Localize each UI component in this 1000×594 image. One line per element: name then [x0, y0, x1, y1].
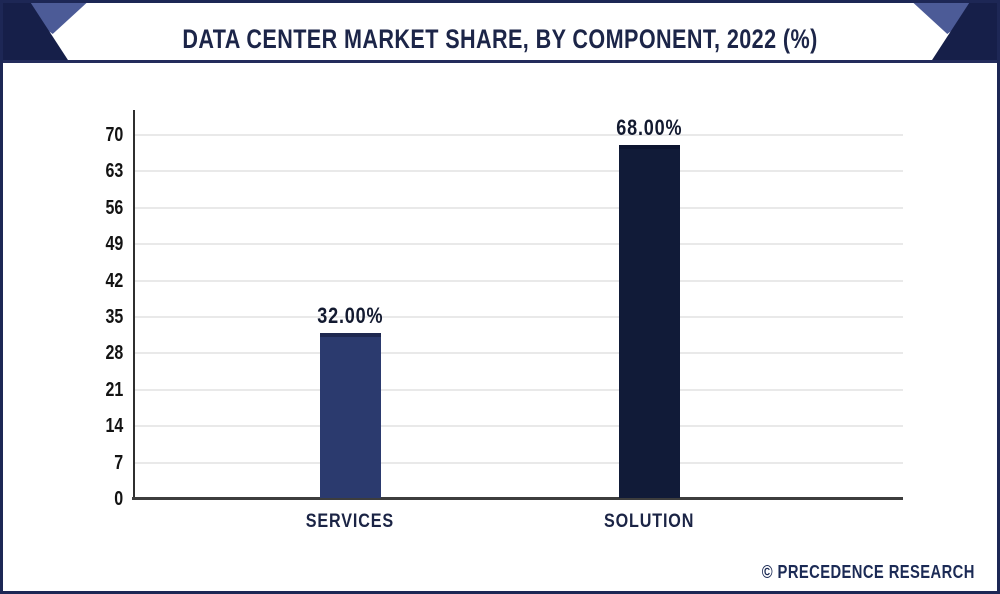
y-tick-label-35: 35	[59, 304, 123, 330]
y-tick-label-7: 7	[59, 450, 123, 476]
gridline-y-7	[134, 461, 903, 464]
gridline-y-70	[134, 134, 903, 136]
y-tick-label-text: 28	[105, 342, 123, 365]
y-tick-label-text: 14	[105, 415, 123, 438]
y-tick-label-56: 56	[59, 195, 123, 221]
y-tick-label-63: 63	[59, 158, 123, 184]
bar-value-label-solution: 68.00%	[579, 115, 719, 141]
y-tick-label-14: 14	[59, 413, 123, 439]
x-category-label-services: SERVICES	[270, 509, 430, 535]
y-tick-label-70: 70	[59, 122, 123, 148]
corner-ornament-right-dark	[931, 3, 997, 61]
chart-title-text: DATA CENTER MARKET SHARE, BY COMPONENT, …	[182, 24, 818, 54]
gridline-y-35	[134, 316, 903, 318]
y-tick-label-49: 49	[59, 231, 123, 257]
bar-services	[319, 332, 381, 498]
y-tick-label-text: 63	[105, 160, 123, 183]
brand-watermark-text: © PRECEDENCE RESEARCH	[761, 562, 975, 582]
gridline-y-49	[134, 243, 903, 246]
bar-value-label-text: 68.00%	[615, 115, 683, 141]
y-axis-line	[133, 110, 135, 500]
gridline-y-21	[134, 388, 903, 391]
bar-solution	[618, 145, 680, 498]
y-tick-label-text: 49	[105, 233, 123, 256]
x-axis-line	[132, 497, 903, 500]
bar-value-label-services: 32.00%	[280, 303, 420, 329]
y-tick-label-text: 70	[105, 124, 123, 146]
y-tick-label-text: 0	[114, 488, 123, 510]
x-category-label-solution: SOLUTION	[569, 509, 729, 535]
gridline-y-14	[134, 425, 903, 428]
y-tick-label-text: 35	[105, 306, 123, 328]
y-tick-label-28: 28	[59, 340, 123, 366]
brand-watermark: © PRECEDENCE RESEARCH	[715, 562, 975, 583]
y-tick-label-42: 42	[59, 268, 123, 294]
y-tick-label-text: 21	[105, 378, 123, 401]
header-divider-line	[3, 60, 997, 63]
gridline-y-63	[134, 170, 903, 173]
y-tick-label-21: 21	[59, 377, 123, 403]
y-tick-label-text: 42	[105, 269, 123, 292]
gridline-y-56	[134, 206, 903, 209]
chart-title: DATA CENTER MARKET SHARE, BY COMPONENT, …	[3, 23, 997, 55]
bar-chart-plot-area: 0 7 14 21 28 35 42 49 56 63 70 32.00% SERVICES 68.00%…	[3, 3, 997, 591]
y-tick-label-0: 0	[59, 486, 123, 512]
x-category-label-text: SOLUTION	[603, 511, 695, 532]
gridline-y-42	[134, 279, 903, 282]
x-category-label-text: SERVICES	[305, 511, 395, 532]
y-tick-label-text: 56	[105, 196, 123, 219]
bar-value-label-text: 32.00%	[316, 302, 384, 328]
gridline-y-28	[134, 352, 903, 355]
y-tick-label-text: 7	[114, 451, 123, 474]
header-banner	[3, 3, 997, 63]
corner-ornament-left-dark	[3, 3, 69, 61]
